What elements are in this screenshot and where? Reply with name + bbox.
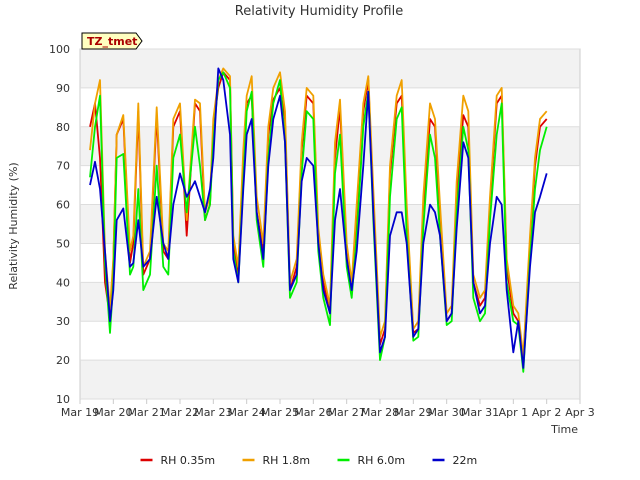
x-tick-label: Mar 23 — [194, 406, 232, 419]
x-tick-label: Mar 19 — [61, 406, 99, 419]
x-tick-label: Apr 2 — [532, 406, 562, 419]
y-tick-label: 50 — [56, 237, 70, 250]
gridlines — [80, 48, 580, 400]
x-tick-label: Mar 21 — [128, 406, 166, 419]
annotation-box — [81, 32, 143, 50]
x-tick-label: Mar 25 — [261, 406, 299, 419]
legend: RH 0.35m RH 1.8m RH 6.0m 22m — [140, 454, 478, 467]
chart-title: Relativity Humidity Profile — [235, 4, 403, 19]
x-tick-label: Mar 30 — [428, 406, 466, 419]
x-tick-label: Apr 1 — [499, 406, 529, 419]
y-axis-ticks: 10 20 30 40 50 60 70 80 90 100 — [49, 43, 70, 406]
x-tick-label: Mar 27 — [328, 406, 366, 419]
x-tick-label: Mar 22 — [161, 406, 199, 419]
x-tick-label: Apr 3 — [565, 406, 595, 419]
annotation-tag: TZ_tmet — [81, 32, 143, 50]
legend-label-0: RH 0.35m — [161, 454, 216, 467]
y-tick-label: 40 — [56, 276, 70, 289]
y-tick-label: 100 — [49, 43, 70, 56]
y-tick-label: 20 — [56, 354, 70, 367]
x-tick-label: Mar 29 — [394, 406, 432, 419]
y-axis-label: Relativity Humidity (%) — [7, 162, 20, 289]
x-tick-label: Mar 24 — [228, 406, 266, 419]
annotation-text: TZ_tmet — [87, 35, 137, 48]
y-tick-label: 70 — [56, 160, 70, 173]
background-band — [80, 49, 580, 88]
series-line-3 — [89, 67, 548, 369]
x-tick-label: Mar 26 — [294, 406, 332, 419]
legend-label-2: RH 6.0m — [358, 454, 406, 467]
x-axis-label: Time — [550, 423, 578, 436]
x-tick-label: Mar 31 — [461, 406, 499, 419]
legend-label-1: RH 1.8m — [263, 454, 311, 467]
series-lines — [89, 67, 548, 373]
legend-label-3: 22m — [453, 454, 478, 467]
series-line-2 — [89, 71, 548, 373]
y-tick-label: 10 — [56, 393, 70, 406]
y-tick-label: 60 — [56, 199, 70, 212]
y-tick-label: 30 — [56, 315, 70, 328]
y-tick-label: 80 — [56, 121, 70, 134]
x-tick-label: Mar 28 — [361, 406, 399, 419]
x-tick-label: Mar 20 — [94, 406, 132, 419]
background-band — [80, 360, 580, 399]
y-tick-label: 90 — [56, 82, 70, 95]
